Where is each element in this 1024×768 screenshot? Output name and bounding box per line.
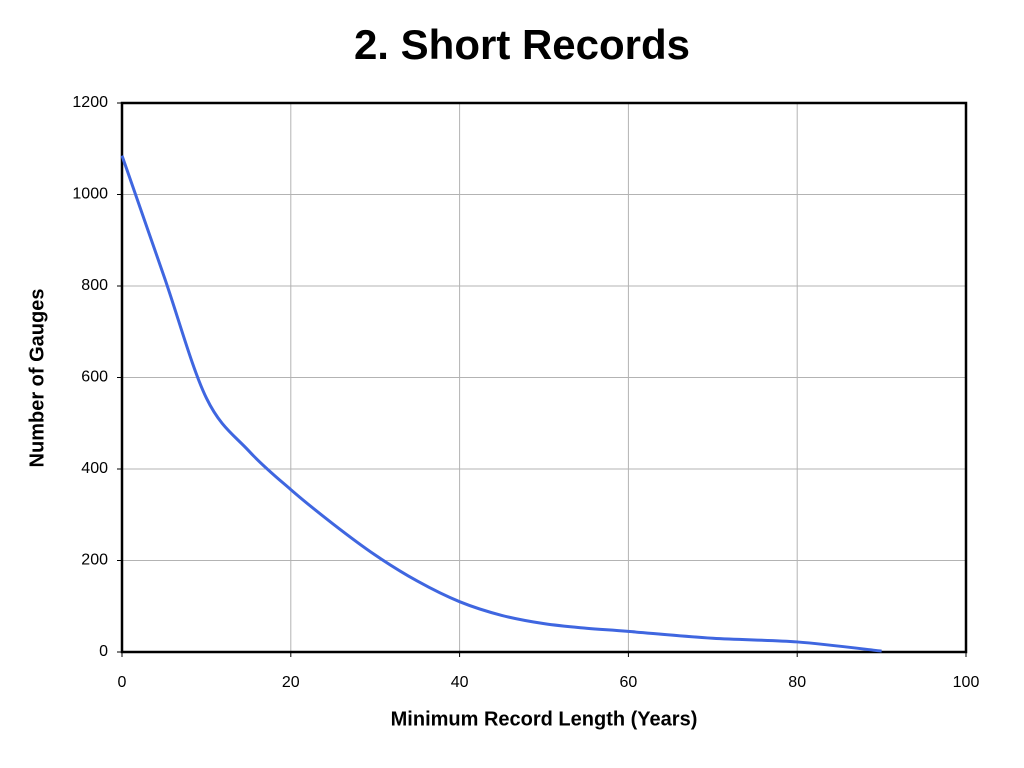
y-tick-label: 400	[81, 460, 108, 477]
y-tick-label: 1000	[72, 186, 108, 203]
x-tick-label: 100	[953, 674, 980, 691]
y-tick-label: 800	[81, 277, 108, 294]
y-tick-label: 1200	[72, 94, 108, 111]
y-tick-label: 600	[81, 369, 108, 386]
x-tick-label: 80	[788, 674, 806, 691]
x-tick-label: 40	[451, 674, 469, 691]
x-tick-label: 20	[282, 674, 300, 691]
x-tick-label: 60	[620, 674, 638, 691]
x-axis-label: Minimum Record Length (Years)	[391, 708, 698, 730]
x-tick-label: 0	[118, 674, 127, 691]
data-line	[120, 155, 882, 653]
y-tick-label: 200	[81, 552, 108, 569]
chart-title: 2. Short Records	[354, 21, 690, 68]
plot-frame	[120, 101, 968, 654]
y-tick-label: 0	[99, 643, 108, 660]
y-axis-label: Number of Gauges	[26, 289, 48, 468]
